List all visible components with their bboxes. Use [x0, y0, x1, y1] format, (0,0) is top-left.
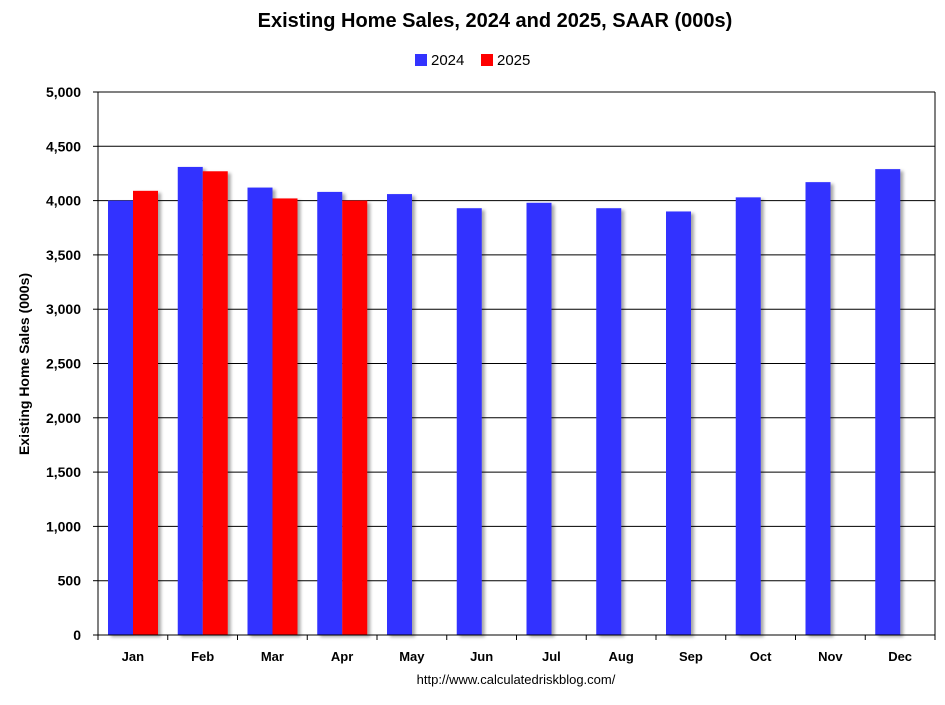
x-tick-label: Jun	[470, 649, 493, 664]
y-tick-label: 500	[58, 573, 82, 589]
x-tick-label: Aug	[608, 649, 633, 664]
y-tick-label: 0	[73, 627, 81, 643]
bar-2024-apr	[317, 191, 343, 636]
y-tick-label: 4,500	[46, 138, 81, 154]
bar-2024-jul	[526, 202, 552, 635]
y-tick-labels: 0 500 1,000 1,500 2,000 2,500 3,000 3,500 4,000 4…	[46, 84, 81, 643]
y-tick-label: 1,000	[46, 518, 81, 534]
y-tick-label: 4,000	[46, 193, 81, 209]
bar-2024-oct	[735, 197, 761, 636]
bar-2025-jan	[133, 190, 158, 636]
bar-2024-aug	[596, 208, 622, 635]
x-tick-labels: Jan Feb Mar Apr May Jun Jul Aug Sep Oct Nov Dec	[122, 649, 912, 664]
bar-2024-mar	[247, 187, 273, 635]
x-tick-label: Mar	[261, 649, 284, 664]
y-tick-label: 1,500	[46, 464, 81, 480]
x-tick-label: Jan	[122, 649, 144, 664]
x-tick-label: May	[399, 649, 425, 664]
source-url: http://www.calculatedriskblog.com/	[417, 672, 616, 687]
x-tick-label: Apr	[331, 649, 353, 664]
bar-2024-dec	[875, 169, 901, 635]
legend-swatch-2025	[481, 54, 493, 66]
x-tick-label: Oct	[750, 649, 772, 664]
bar-2024-feb	[177, 166, 203, 635]
y-tick-label: 2,500	[46, 356, 81, 372]
legend: 2024 2025	[415, 52, 530, 69]
gridlines	[93, 91, 935, 636]
bar-2024-jun	[456, 208, 482, 635]
bar-2024-sep	[666, 211, 691, 635]
legend-label-2024: 2024	[431, 52, 464, 69]
legend-label-2025: 2025	[497, 52, 530, 69]
chart-title: Existing Home Sales, 2024 and 2025, SAAR…	[258, 10, 733, 32]
bar-2024-may	[387, 194, 412, 636]
x-tick-label: Nov	[818, 649, 843, 664]
legend-swatch-2024	[415, 54, 427, 66]
x-tick-label: Jul	[542, 649, 561, 664]
bar-2024-jan	[108, 200, 133, 635]
y-tick-label: 3,000	[46, 301, 81, 317]
bar-2025-apr	[342, 200, 368, 635]
y-tick-label: 5,000	[46, 84, 81, 100]
y-tick-label: 3,500	[46, 247, 81, 263]
axes	[97, 92, 936, 640]
bar-2025-mar	[272, 198, 298, 636]
bars	[108, 166, 901, 636]
y-axis-label: Existing Home Sales (000s)	[16, 273, 32, 455]
bar-2025-feb	[202, 171, 228, 635]
y-tick-label: 2,000	[46, 410, 81, 426]
x-tick-label: Dec	[888, 649, 912, 664]
x-tick-label: Sep	[679, 649, 703, 664]
x-tick-label: Feb	[191, 649, 214, 664]
bar-2024-nov	[805, 182, 831, 635]
